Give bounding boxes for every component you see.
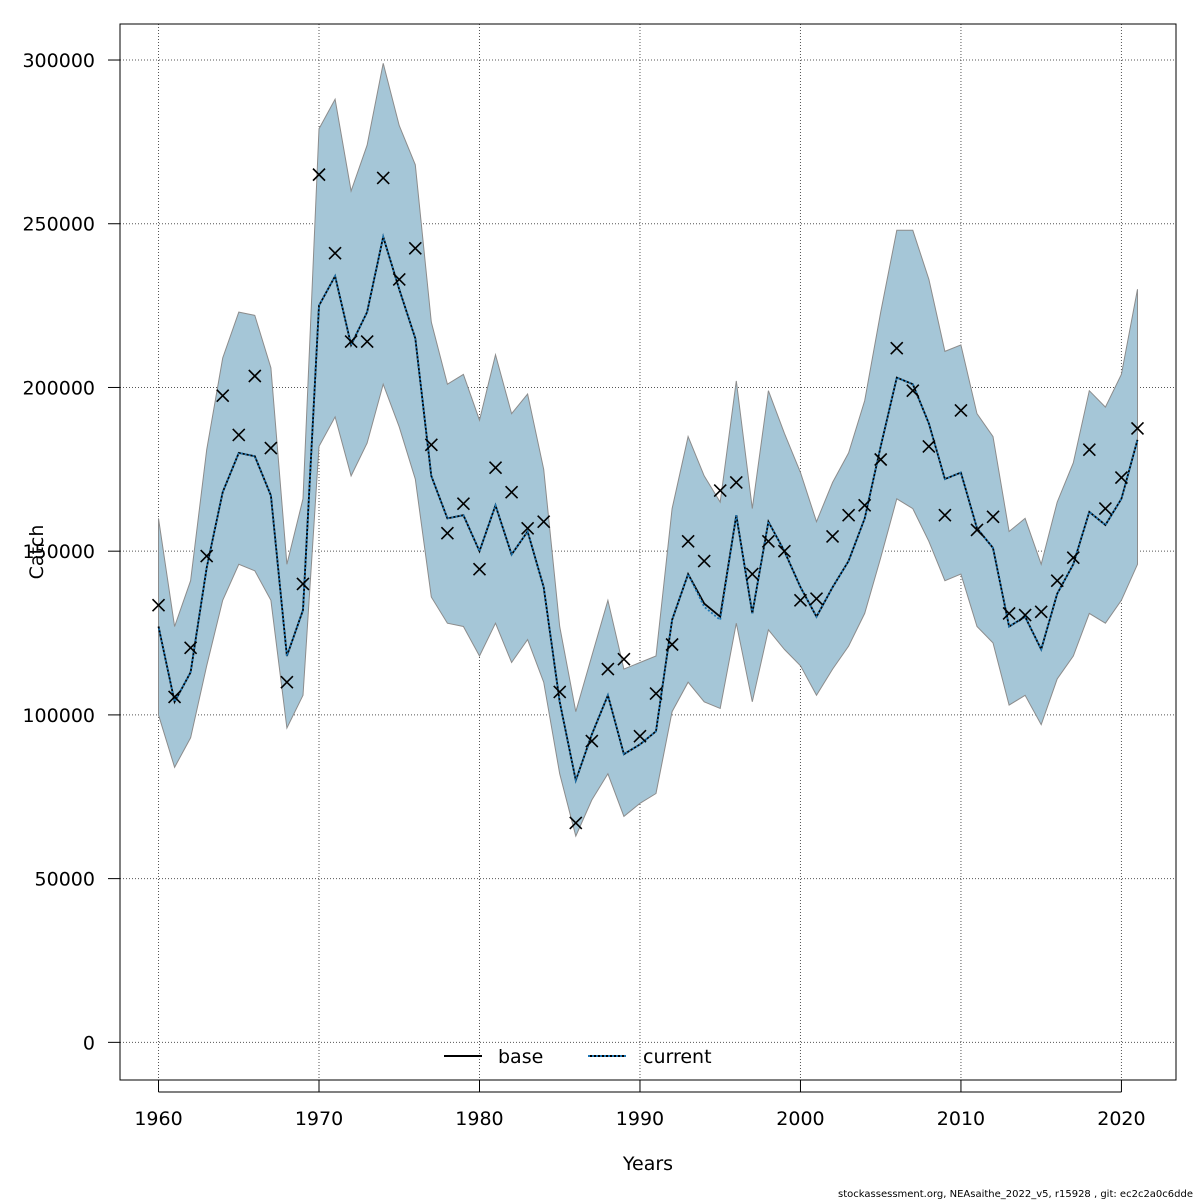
observed-point (793, 593, 808, 607)
x-tick-label: 1960 (134, 1108, 182, 1130)
observed-point (521, 521, 535, 535)
observed-point (264, 441, 278, 455)
observed-point (488, 461, 503, 475)
x-tick-label: 1990 (616, 1108, 664, 1130)
observed-point (1098, 502, 1112, 516)
observed-point (1050, 574, 1064, 588)
observed-point (1066, 551, 1080, 565)
observed-point (777, 544, 791, 558)
observed-point (970, 523, 984, 537)
observed-point (232, 428, 246, 442)
observed-point (633, 729, 647, 743)
legend-label-current: current (643, 1046, 712, 1068)
y-tick-label: 150000 (22, 541, 95, 563)
observed-point (456, 497, 471, 511)
observed-point (360, 335, 374, 349)
y-tick-label: 250000 (22, 214, 95, 236)
observed-point (537, 515, 551, 529)
observed-point (906, 384, 920, 398)
observed-point (874, 452, 888, 467)
observed-point (184, 641, 198, 655)
confidence-band-area (158, 63, 1138, 838)
observed-point (505, 485, 519, 499)
observed-point (280, 675, 294, 689)
x-tick-label: 1980 (455, 1108, 503, 1130)
observed-point (376, 171, 390, 185)
observed-point (842, 508, 856, 522)
observed-point (601, 662, 615, 676)
observed-point (825, 529, 840, 544)
legend: base current (444, 1046, 712, 1068)
series-line-current (157, 233, 1139, 784)
observed-point (344, 335, 358, 349)
observed-point (1082, 443, 1096, 457)
observed-point (761, 534, 775, 548)
observed-point (312, 168, 326, 182)
observed-point (200, 549, 214, 563)
y-tick-label: 0 (83, 1032, 95, 1054)
y-tick-label: 300000 (22, 50, 95, 72)
series-lines (157, 233, 1139, 784)
y-axis-title: Catch (26, 525, 48, 580)
observed-point (809, 592, 824, 606)
observed-point (697, 554, 711, 568)
x-tick-label: 2000 (776, 1108, 824, 1130)
observed-point (729, 475, 743, 489)
x-tick-label: 2020 (1097, 1108, 1145, 1130)
observed-point (424, 438, 438, 452)
observed-point (713, 484, 727, 498)
observed-point (472, 562, 487, 576)
observed-point (649, 687, 663, 701)
y-tick-label: 100000 (22, 705, 95, 727)
x-axis: 1960 1970 1980 1990 2000 2010 2020 (134, 1080, 1146, 1130)
observed-point (328, 246, 342, 260)
y-tick-label: 50000 (35, 869, 95, 891)
y-tick-label: 200000 (22, 377, 95, 399)
observed-point (553, 685, 567, 699)
observed-point (151, 598, 166, 612)
observed-point (986, 510, 1000, 524)
x-tick-label: 1970 (295, 1108, 343, 1130)
legend-label-base: base (498, 1046, 543, 1068)
observed-point (296, 577, 310, 591)
observed-point (585, 734, 599, 748)
observed-point (392, 272, 406, 286)
observed-point (216, 389, 230, 403)
observed-points (151, 168, 1145, 830)
observed-point (1018, 608, 1032, 622)
observed-point (681, 534, 695, 548)
plot-frame (119, 23, 1177, 1081)
observed-point (167, 690, 182, 704)
y-axis: 0 50000 100000 150000 200000 250000 300000 (22, 50, 120, 1054)
observed-point (1034, 605, 1048, 619)
observed-point (569, 816, 583, 830)
observed-point (922, 439, 936, 453)
observed-point (954, 403, 968, 417)
x-axis-title: Years (622, 1153, 673, 1175)
x-tick-label: 2010 (937, 1108, 985, 1130)
observed-point (408, 241, 422, 255)
observed-point (1114, 470, 1128, 485)
confidence-band (158, 63, 1138, 838)
observed-point (938, 508, 952, 522)
observed-point (440, 526, 454, 540)
observed-point (248, 369, 262, 383)
observed-point (858, 498, 872, 512)
observed-point (1130, 421, 1145, 435)
observed-point (890, 341, 904, 355)
observed-point (745, 567, 759, 581)
observed-point (665, 637, 679, 652)
footer-note: stockassessment.org, NEAsaithe_2022_v5, … (838, 1189, 1193, 1200)
observed-point (1002, 606, 1016, 620)
observed-point (617, 652, 631, 666)
